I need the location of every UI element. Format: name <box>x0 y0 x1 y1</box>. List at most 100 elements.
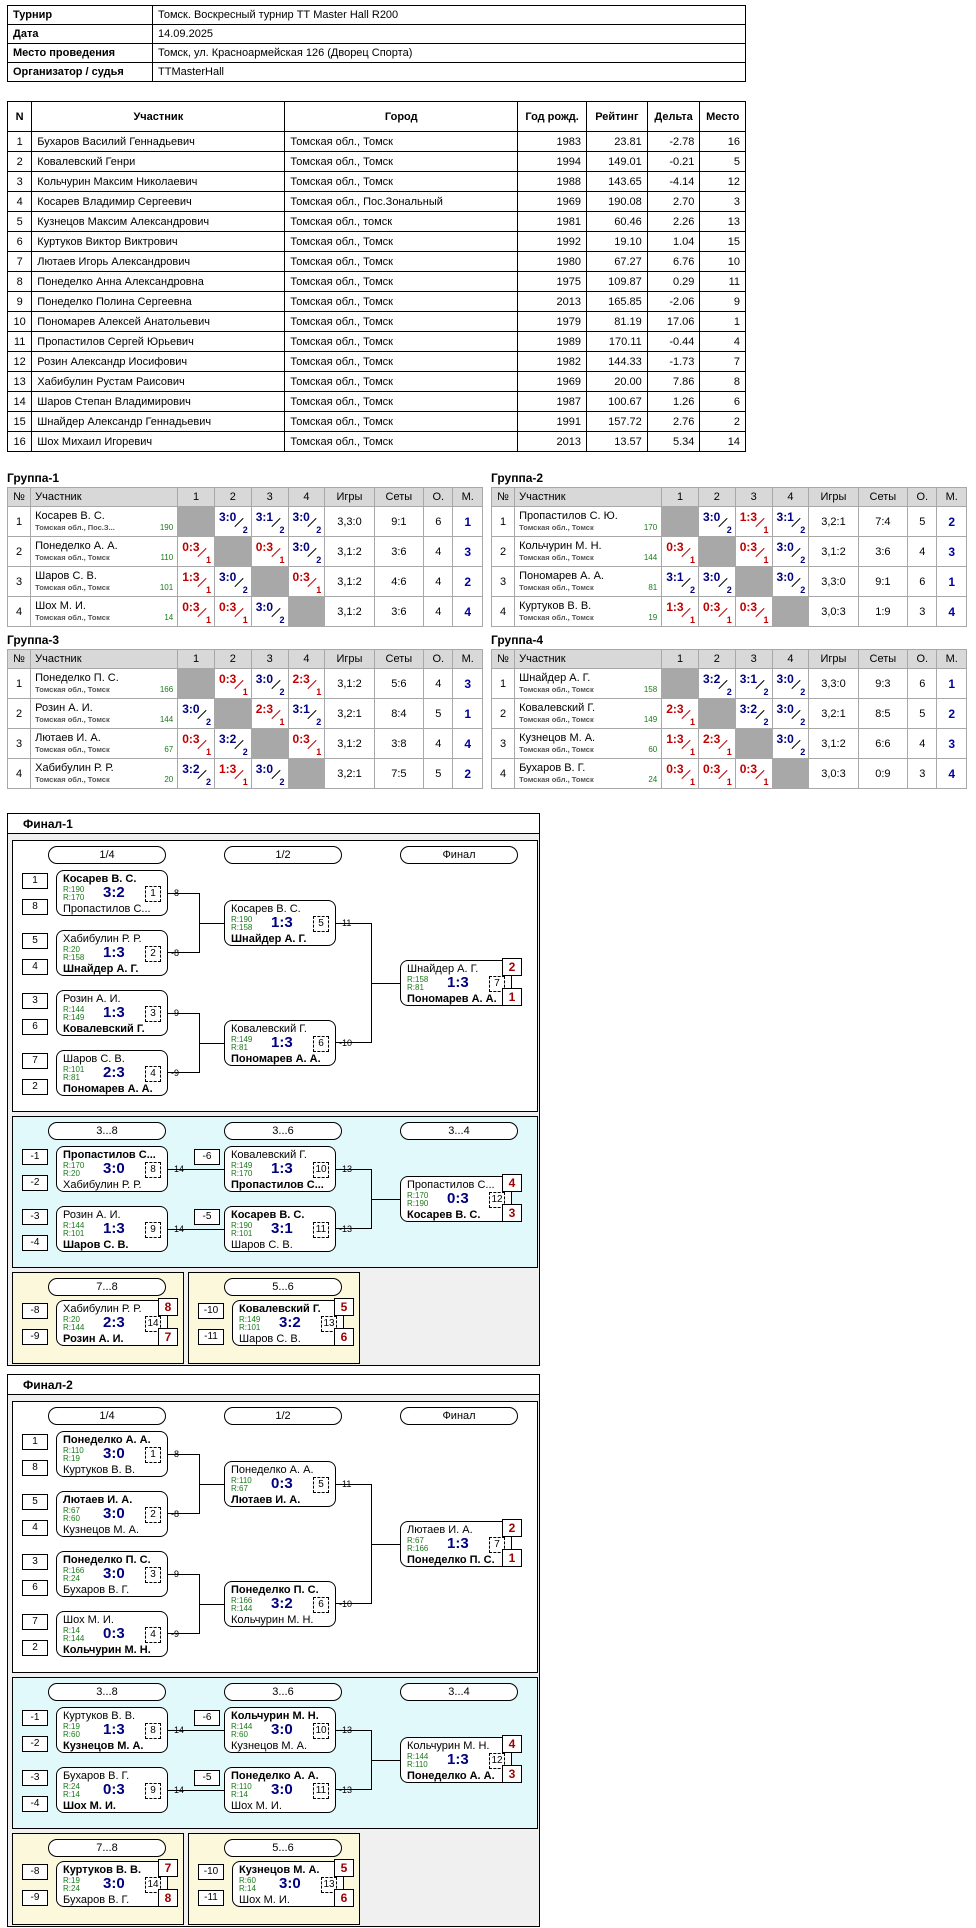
final-place-1: 5 <box>334 1298 354 1316</box>
seed-2: -4 <box>22 1235 48 1251</box>
seed-2: -2 <box>22 1175 48 1191</box>
games: 3,0:3 <box>808 596 859 627</box>
participant-cell: 2.26 <box>646 211 701 232</box>
player-2-name: Пропастилов С... <box>63 903 151 915</box>
final-place-1: 2 <box>502 1519 522 1537</box>
match-score: 3:0 <box>103 1565 125 1582</box>
participant-cell: 1992 <box>517 231 588 252</box>
player-1-name: Ковалевский Г. <box>231 1023 307 1035</box>
match-result: 1:3 1 <box>662 597 698 626</box>
self-cell <box>213 698 252 729</box>
points: 4 <box>423 536 454 567</box>
place: 4 <box>936 758 967 789</box>
participant-cell: 17.06 <box>646 311 701 332</box>
final-place-2: 8 <box>158 1889 178 1907</box>
self-cell <box>661 506 699 537</box>
match-number: 9 <box>145 1222 161 1238</box>
match-box: Понеделко П. С. R:166 R:24 3:0 3 Бухаров В. Г… <box>56 1551 168 1597</box>
participant-cell: 4 <box>699 331 746 352</box>
bracket-line <box>372 1544 400 1545</box>
match-score: 3:0 <box>103 1160 125 1177</box>
set-score: 2:3 <box>666 702 684 716</box>
group-row: 2 Понеделко А. А. Томская обл., Томск 110 0:… <box>6 536 483 567</box>
match-points: 1 <box>279 555 285 565</box>
participant: Кузнецов М. А. Томская обл., Томск 60 <box>514 728 663 759</box>
participant-name: Шох М. И. <box>35 600 86 612</box>
group-title: Группа-4 <box>491 633 544 647</box>
player-2-name: Понеделко А. А. <box>407 1770 495 1782</box>
player-1-name: Куртуков В. В. <box>63 1710 136 1722</box>
seed-2: 4 <box>22 1520 48 1536</box>
match-number: 6 <box>313 1036 329 1052</box>
player-1-name: Косарев В. С. <box>231 1209 305 1221</box>
column-header: N <box>6 101 33 132</box>
final-place-2: 3 <box>502 1204 522 1222</box>
group-column-header: Сеты <box>857 487 909 507</box>
participant-cell: 12 <box>699 171 746 192</box>
result-cell: 0:3 1 <box>734 758 773 789</box>
match-result: 2:3 1 <box>252 699 288 728</box>
match-result: 3:2 2 <box>699 669 735 698</box>
round-label: 1/4 <box>48 846 166 864</box>
bracket-line <box>372 1760 400 1761</box>
result-cell: 2:3 1 <box>287 668 326 699</box>
place: 4 <box>936 596 967 627</box>
participant-cell: 190.08 <box>586 191 648 212</box>
match-points: 2 <box>205 777 211 787</box>
result-cell: 3:0 2 <box>771 536 810 567</box>
final-place-1: 5 <box>334 1859 354 1877</box>
info-row: Организатор / судья TTMasterHall <box>7 62 746 82</box>
group-column-header: О. <box>423 649 454 669</box>
match-box: Понеделко А. А. R:110 R:67 0:3 5 Лютаев И. А. <box>224 1461 336 1507</box>
place: 3 <box>452 668 483 699</box>
match-score: 1:3 <box>447 1751 469 1768</box>
participant-cell: Томская обл., Томск <box>284 291 519 312</box>
set-score: 3:0 <box>292 540 310 554</box>
seed-1: 1 <box>22 1434 48 1450</box>
match-box: Хабибулин Р. Р. R:20 R:158 1:3 2 Шнайдер А. Г… <box>56 930 168 976</box>
info-value: Томск, ул. Красноармейская 126 (Дворец С… <box>152 43 746 63</box>
player-2-rating: R:81 <box>63 1073 80 1082</box>
match-score: 3:1 <box>271 1220 293 1237</box>
row-number: 3 <box>490 566 516 597</box>
match-result: 3:2 2 <box>736 699 772 728</box>
player-2-rating: R:20 <box>63 1169 80 1178</box>
row-number: 2 <box>490 536 516 567</box>
match-result: 0:3 1 <box>289 729 325 758</box>
match-result: 3:0 2 <box>178 699 214 728</box>
match-result: 1:3 1 <box>662 729 698 758</box>
match-result: 0:3 1 <box>699 597 735 626</box>
result-cell: 3:1 2 <box>771 506 810 537</box>
result-cell: 3:0 2 <box>177 698 215 729</box>
final-place-1: 8 <box>158 1298 178 1316</box>
match-box: Лютаев И. А. R:67 R:60 3:0 2 Кузнецов М. А. <box>56 1491 168 1537</box>
column-header: Место <box>699 101 746 132</box>
result-cell: 0:3 1 <box>213 668 252 699</box>
row-number: 4 <box>490 596 516 627</box>
group-2: Группа-2 № Участник 1 2 3 4 Игры Сеты О. М. 1 Пропас… <box>490 471 967 627</box>
sets: 5:6 <box>373 668 425 699</box>
player-1-name: Куртуков В. В. <box>63 1864 141 1876</box>
round-label: Финал <box>400 846 518 864</box>
seed-1: 5 <box>22 1494 48 1510</box>
games: 3,3:0 <box>808 566 859 597</box>
result-cell: 1:3 1 <box>661 596 699 627</box>
participant-cell: Розин Александр Иосифович <box>31 351 286 372</box>
match-points: 1 <box>726 777 732 787</box>
match-score: 3:2 <box>103 884 125 901</box>
match-points: 2 <box>800 555 806 565</box>
row-number: 2 <box>490 698 516 729</box>
match-result: 3:2 2 <box>215 729 251 758</box>
column-header: Рейтинг <box>586 101 648 132</box>
group-row: 1 Пропастилов С. Ю. Томская обл., Томск 170… <box>490 506 967 537</box>
place: 2 <box>936 698 967 729</box>
seed-1: -6 <box>194 1149 220 1165</box>
group-column-header: 2 <box>213 487 252 507</box>
result-cell: 3:0 2 <box>697 506 736 537</box>
participant-name: Понеделко А. А. <box>35 540 118 552</box>
result-cell: 3:0 2 <box>250 668 289 699</box>
loser-destination: -14 <box>171 1164 185 1174</box>
result-cell: 0:3 1 <box>697 758 736 789</box>
result-cell: 3:0 2 <box>213 566 252 597</box>
match-result: 3:0 2 <box>252 597 288 626</box>
